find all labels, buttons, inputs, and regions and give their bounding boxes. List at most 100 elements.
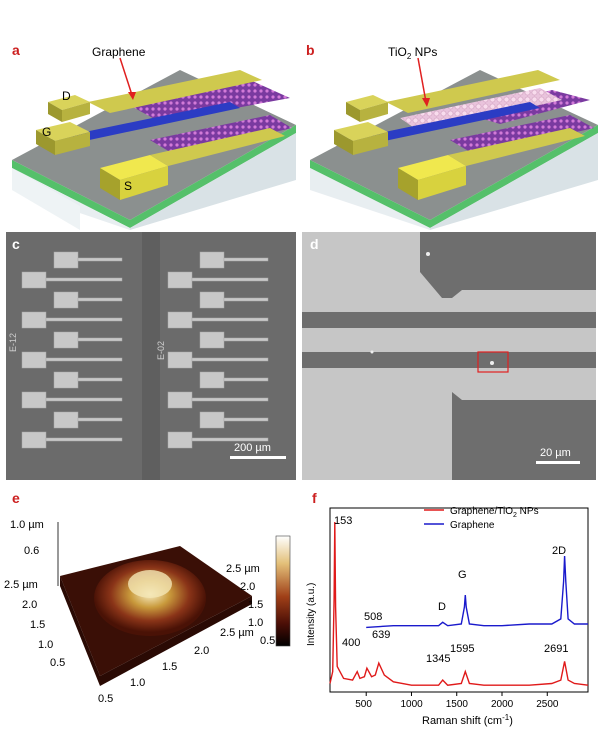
contact-pad — [21, 271, 47, 289]
scalebar-d — [536, 461, 580, 464]
peak-label-2D: 2D — [552, 545, 566, 557]
panel-a-letter: a — [12, 42, 20, 58]
z-axis-top: 1.0 µm — [10, 519, 44, 531]
electrode-line — [77, 417, 123, 422]
x-tick-label: 1000 — [400, 699, 423, 710]
electrode-line — [191, 277, 269, 282]
drain-electrode — [88, 70, 262, 113]
legend-label-composite: Graphene/TiO2 NPs — [450, 506, 539, 519]
x-tick-2: 1.5 — [162, 661, 177, 673]
contact-pad — [21, 311, 47, 329]
contact-pad — [53, 251, 79, 269]
peak-label-2691: 2691 — [544, 643, 568, 655]
electrode-line — [223, 257, 269, 262]
contact-pad — [167, 271, 193, 289]
r-tick-2: 1.5 — [248, 599, 263, 611]
panel-e-letter: e — [12, 490, 20, 506]
electrode-line — [45, 437, 123, 442]
contact-pad — [199, 371, 225, 389]
x-tick-0: 0.5 — [98, 693, 113, 705]
y-tick-4: 0.5 — [50, 657, 65, 669]
panel-c-letter: c — [12, 236, 20, 252]
legend-label-graphene: Graphene — [450, 520, 495, 531]
r-tick-4: 0.5 — [260, 635, 275, 647]
panel-b-letter: b — [306, 42, 315, 58]
y-tick-3: 1.0 — [38, 639, 53, 651]
contact-pad — [199, 291, 225, 309]
y-tick-2: 1.5 — [30, 619, 45, 631]
r-tick-0: 2.5 µm — [226, 563, 260, 575]
electrode-line — [45, 317, 123, 322]
contact-pad — [167, 431, 193, 449]
contact-pad — [199, 251, 225, 269]
panel-d-letter: d — [310, 236, 319, 252]
electrode-line — [45, 277, 123, 282]
electrode-line — [191, 437, 269, 442]
z-axis-mid: 0.6 — [24, 545, 39, 557]
contact-pad — [167, 351, 193, 369]
contact-pad — [53, 411, 79, 429]
contact-pad — [21, 431, 47, 449]
chip-label-left: E-12 — [8, 333, 18, 352]
scalebar-d-label: 20 µm — [540, 447, 571, 459]
sem-image-channel: 20 µm — [302, 232, 596, 480]
contact-pad — [53, 331, 79, 349]
electrode-line — [223, 417, 269, 422]
contact-pad — [167, 311, 193, 329]
x-tick-label: 2500 — [536, 699, 559, 710]
x-tick-label: 2000 — [491, 699, 514, 710]
peak-label-1345: 1345 — [426, 653, 450, 665]
y-axis-label: Intensity (a.u.) — [306, 583, 317, 646]
graphene-callout: Graphene — [92, 45, 146, 59]
contact-pad — [199, 331, 225, 349]
peak-label-400: 400 — [342, 637, 360, 649]
sem-image-array: E-12 E-02 200 µm — [6, 232, 296, 480]
panel-f-letter: f — [312, 490, 317, 506]
electrode-line — [191, 317, 269, 322]
peak-label-639: 639 — [372, 629, 390, 641]
x-tick-label: 500 — [355, 699, 372, 710]
graphene-sheet-bottom — [150, 115, 292, 155]
electrode-line — [45, 357, 123, 362]
chip-label-right: E-02 — [156, 341, 166, 360]
contact-pad — [53, 371, 79, 389]
contact-pad — [53, 291, 79, 309]
peak-label-G: G — [458, 569, 467, 581]
contact-pad — [21, 351, 47, 369]
device-schematic-graphene: Graphene D G S — [12, 45, 296, 230]
source-electrode — [150, 128, 285, 166]
electrode-line — [77, 257, 123, 262]
series-line-composite — [329, 521, 589, 686]
electrode-line — [77, 337, 123, 342]
contact-pad — [21, 391, 47, 409]
r-tick-3: 1.0 — [248, 617, 263, 629]
gate-strip — [70, 102, 240, 142]
electrode-line — [191, 357, 269, 362]
afm-3d-image: 1.0 µm 0.6 2.5 µm 2.0 1.5 1.0 0.5 0.5 1.… — [4, 519, 291, 705]
device-schematic-tio2: TiO2 NPs — [310, 45, 598, 230]
electrode-line — [223, 377, 269, 382]
scalebar-c-label: 200 µm — [234, 442, 271, 454]
source-label: S — [124, 179, 132, 193]
drain-label: D — [62, 89, 71, 103]
electrode-line — [223, 337, 269, 342]
raman-chart: Intensity (a.u.) Raman shift (cm-1) 500 1… — [306, 506, 589, 727]
series-line-graphene — [366, 555, 588, 629]
scalebar-c — [230, 456, 286, 459]
peak-label-D: D — [438, 601, 446, 613]
electrode-line — [45, 397, 123, 402]
electrode-line — [77, 297, 123, 302]
x-tick-4: 2.5 µm — [220, 627, 254, 639]
afm-colorbar — [275, 535, 291, 647]
r-tick-1: 2.0 — [240, 581, 255, 593]
x-tick-3: 2.0 — [194, 645, 209, 657]
electrode-line — [191, 397, 269, 402]
y-tick-0: 2.5 µm — [4, 579, 38, 591]
gate-label: G — [42, 125, 51, 139]
contact-pad — [167, 391, 193, 409]
highlight-box — [477, 351, 509, 373]
contact-pad — [199, 411, 225, 429]
peak-label-153: 153 — [334, 515, 352, 527]
x-axis-label: Raman shift (cm-1) — [422, 713, 513, 727]
